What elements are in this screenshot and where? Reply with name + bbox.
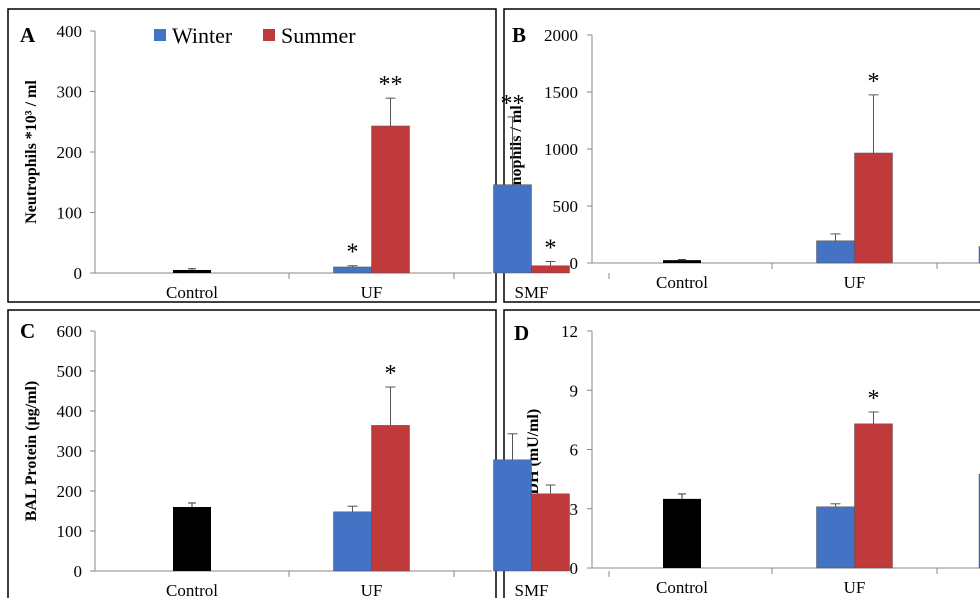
legend-swatch-summer [263, 29, 275, 41]
panel-b-letter: B [512, 23, 526, 47]
panel-b-y-tick-label: 0 [570, 254, 579, 273]
panel-c-bar-winter [494, 460, 532, 571]
panel-c-significance-marker: * [385, 361, 397, 387]
panel-b-bar-winter [817, 241, 855, 263]
panel-a-bar-winter [494, 185, 532, 273]
panel-a-y-tick-label: 200 [57, 143, 83, 162]
panel-b-category-label: Control [656, 273, 708, 292]
panel-c-y-tick-label: 300 [57, 442, 83, 461]
panel-a-bar-summer [372, 126, 410, 273]
panel-d-y-tick-label: 9 [570, 381, 579, 400]
panel-d-category-label: UF [844, 578, 866, 597]
panel-a-y-tick-label: 300 [57, 83, 83, 102]
panel-d-y-tick-label: 3 [570, 500, 579, 519]
panel-d-bar-winter [817, 507, 855, 568]
legend-label-winter: Winter [172, 23, 233, 48]
panel-c-y-tick-label: 100 [57, 522, 83, 541]
panel-d-y-tick-label: 6 [570, 441, 579, 460]
panel-a-significance-marker: * [347, 240, 359, 266]
panel-a-significance-marker: ** [379, 72, 403, 98]
panel-a-y-axis-label: Neutrophils *10³ / ml [23, 80, 40, 224]
panel-b-bar-control [663, 260, 701, 263]
panel-a-significance-marker: ** [501, 91, 525, 117]
panel-a-bar-control [173, 270, 211, 273]
panel-d-y-tick-label: 0 [570, 559, 579, 578]
panel-c-category-label: SMF [514, 581, 548, 598]
panel-c-bar-summer [532, 494, 570, 571]
panel-a-y-tick-label: 400 [57, 22, 83, 41]
panel-d-letter: D [514, 321, 529, 345]
panel-c-letter: C [20, 319, 35, 343]
panel-d-significance-marker: * [868, 386, 880, 412]
panel-c-category-label: Control [166, 581, 218, 598]
panel-c-y-tick-label: 0 [74, 562, 83, 581]
panel-a-y-tick-label: 0 [74, 264, 83, 283]
panel-a-bar-winter [334, 267, 372, 273]
panel-c-y-tick-label: 600 [57, 322, 83, 341]
panel-c-y-tick-label: 200 [57, 482, 83, 501]
panel-b-y-tick-label: 500 [553, 197, 579, 216]
panel-a-category-label: SMF [514, 283, 548, 302]
panel-a-category-label: Control [166, 283, 218, 302]
panel-c-y-axis-label: BAL Protein (µg/ml) [23, 381, 40, 521]
panel-b-y-tick-label: 1500 [544, 83, 578, 102]
panel-a-significance-marker: * [545, 236, 557, 262]
panel-c-bar-control [173, 507, 211, 571]
panel-b-bar-summer [855, 153, 893, 263]
panel-a-letter: A [20, 23, 36, 47]
panel-b-y-tick-label: 2000 [544, 26, 578, 45]
panel-b-significance-marker: * [868, 69, 880, 95]
panel-c-bar-summer [372, 425, 410, 571]
panel-b-category-label: UF [844, 273, 866, 292]
panel-c-category-label: UF [361, 581, 383, 598]
panel-c-y-tick-label: 400 [57, 402, 83, 421]
panel-c-plot: 0 100 200 300 400 500 600 Control UF * SMF [57, 322, 610, 598]
panel-a-y-tick-label: 100 [57, 204, 83, 223]
panel-a-category-label: UF [361, 283, 383, 302]
panel-d-bar-summer [855, 424, 893, 568]
legend-label-summer: Summer [281, 23, 356, 48]
panel-d-y-tick-label: 12 [561, 322, 578, 341]
panel-b-y-tick-label: 1000 [544, 140, 578, 159]
legend: Winter Summer [154, 23, 356, 48]
panel-c-y-tick-label: 500 [57, 362, 83, 381]
panel-a-bar-summer [532, 266, 570, 273]
panel-c-bar-winter [334, 512, 372, 571]
panel-d-category-label: Control [656, 578, 708, 597]
legend-swatch-winter [154, 29, 166, 41]
panel-d-bar-control [663, 499, 701, 568]
